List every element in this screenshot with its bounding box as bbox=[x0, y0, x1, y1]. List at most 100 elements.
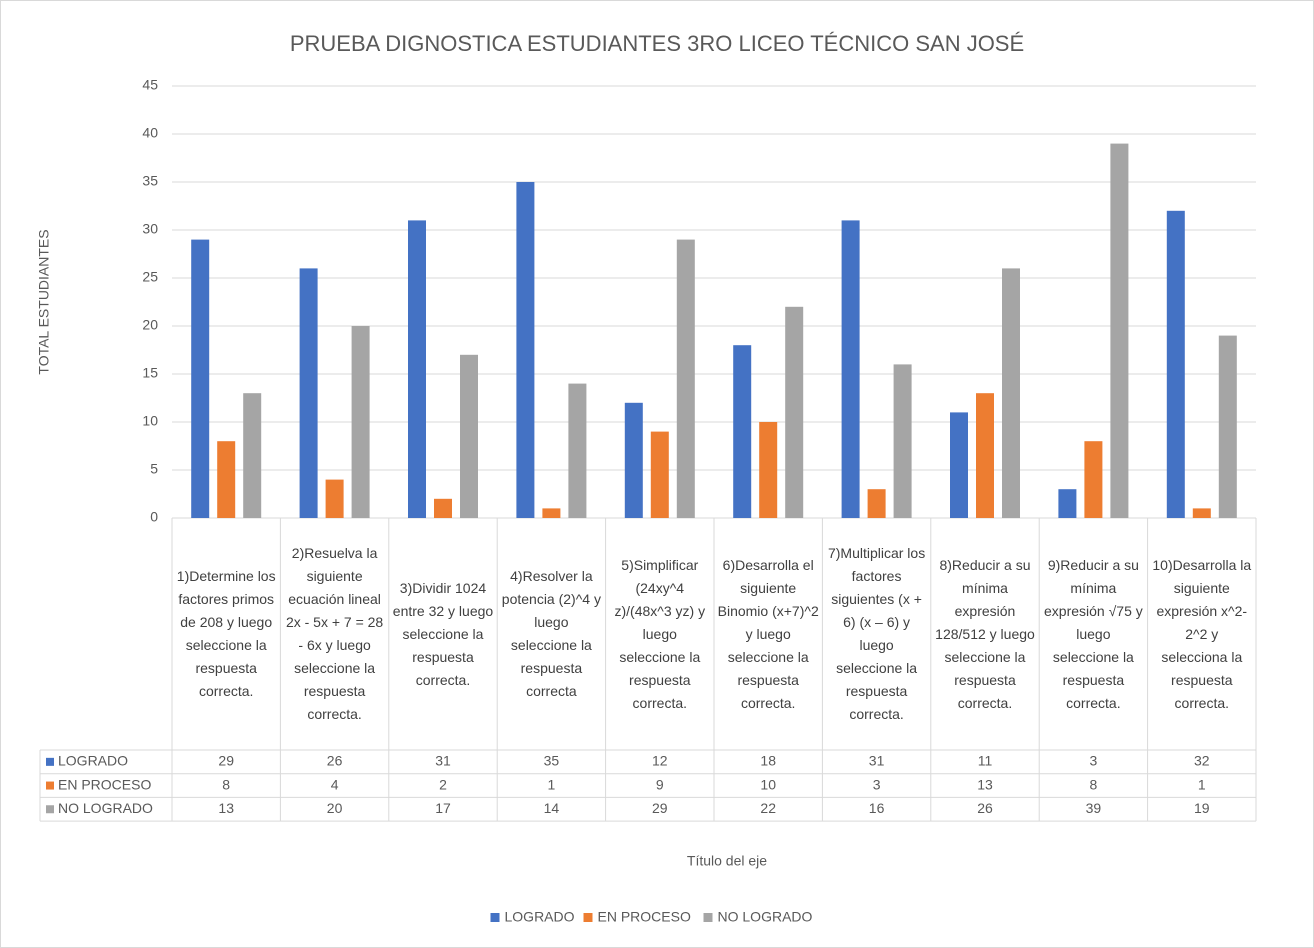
bar bbox=[893, 364, 912, 518]
bar bbox=[191, 239, 210, 518]
x-tick-label: 2)Resuelva la siguiente ecuación lineal … bbox=[285, 545, 384, 722]
table-value: 17 bbox=[435, 800, 451, 816]
table-value: 3 bbox=[1090, 753, 1098, 769]
y-tick-label: 20 bbox=[142, 317, 158, 333]
legend-key bbox=[583, 913, 593, 922]
bar bbox=[785, 306, 804, 518]
x-tick-label-box: 7)Multiplicar los factores siguientes (x… bbox=[827, 545, 926, 722]
table-value: 9 bbox=[656, 776, 664, 792]
table-value: 1 bbox=[548, 776, 556, 792]
x-tick-label-box: 5)Simplificar (24xy^4 z)/(48x^3 yz) y lu… bbox=[614, 556, 706, 711]
table-value: 16 bbox=[869, 800, 885, 816]
y-tick-label: 40 bbox=[142, 125, 158, 141]
table-value: 29 bbox=[652, 800, 668, 816]
bar bbox=[950, 412, 968, 518]
bar bbox=[434, 498, 452, 518]
x-tick-label: 6)Desarrolla el siguiente Binomio (x+7)^… bbox=[717, 556, 819, 711]
table-series-label: LOGRADO bbox=[58, 753, 128, 769]
bar bbox=[1084, 441, 1103, 518]
y-tick-label: 35 bbox=[142, 173, 158, 189]
y-tick-label: 45 bbox=[142, 77, 158, 93]
table-value: 8 bbox=[1090, 776, 1098, 792]
table-value: 13 bbox=[218, 800, 234, 816]
bar bbox=[243, 393, 262, 518]
table-value: 19 bbox=[1194, 800, 1210, 816]
x-tick-label: 9)Reducir a su mínima expresión √75 y lu… bbox=[1044, 556, 1143, 711]
table-value: 22 bbox=[760, 800, 776, 816]
table-value: 31 bbox=[435, 753, 451, 769]
legend-label: EN PROCESO bbox=[598, 909, 691, 925]
y-tick-label: 10 bbox=[142, 413, 158, 429]
bar bbox=[759, 422, 778, 518]
y-tick-label: 15 bbox=[142, 365, 158, 381]
legend-label: LOGRADO bbox=[505, 909, 575, 925]
table-value: 10 bbox=[760, 776, 776, 792]
bar bbox=[408, 220, 426, 518]
bar bbox=[516, 182, 535, 518]
y-tick-label: 25 bbox=[142, 269, 158, 285]
x-tick-label-box: 10)Desarrolla la siguiente expresión x^2… bbox=[1152, 556, 1252, 711]
bar bbox=[1192, 508, 1211, 518]
x-tick-label-box: 6)Desarrolla el siguiente Binomio (x+7)^… bbox=[717, 556, 819, 711]
table-legend-key bbox=[46, 757, 54, 766]
y-axis-title: TOTAL ESTUDIANTES bbox=[36, 229, 52, 374]
table-value: 13 bbox=[977, 776, 993, 792]
x-tick-label-box: 4)Resolver la potencia (2)^4 y luego sel… bbox=[501, 568, 601, 699]
bar bbox=[568, 383, 587, 518]
table-value: 1 bbox=[1198, 776, 1206, 792]
bar bbox=[676, 239, 695, 518]
y-tick-label: 0 bbox=[150, 509, 158, 525]
bar bbox=[460, 354, 478, 518]
table-value: 3 bbox=[873, 776, 881, 792]
x-tick-label: 1)Determine los factores primos de 208 y… bbox=[176, 568, 276, 699]
legend-key bbox=[703, 913, 713, 922]
bar bbox=[650, 431, 669, 518]
bar bbox=[867, 489, 886, 518]
x-tick-label-box: 1)Determine los factores primos de 208 y… bbox=[176, 568, 276, 699]
table-legend-key bbox=[46, 781, 54, 790]
table-legend-key bbox=[46, 805, 54, 814]
table-value: 14 bbox=[544, 800, 560, 816]
y-tick-label: 30 bbox=[142, 221, 158, 237]
x-tick-label: 7)Multiplicar los factores siguientes (x… bbox=[827, 545, 926, 722]
chart-title: PRUEBA DIGNOSTICA ESTUDIANTES 3RO LICEO … bbox=[290, 31, 1024, 56]
bar bbox=[1002, 268, 1020, 518]
bar bbox=[351, 326, 370, 518]
table-value: 2 bbox=[439, 776, 447, 792]
bar bbox=[1218, 335, 1237, 518]
x-tick-label: 8)Reducir a su mínima expresión 128/512 … bbox=[935, 556, 1035, 711]
bar bbox=[217, 441, 236, 518]
bar bbox=[1058, 489, 1077, 518]
bar bbox=[733, 345, 752, 518]
legend-label: NO LOGRADO bbox=[718, 909, 813, 925]
bar bbox=[325, 479, 344, 518]
x-tick-label-box: 2)Resuelva la siguiente ecuación lineal … bbox=[285, 545, 384, 722]
x-tick-label-box: 9)Reducir a su mínima expresión √75 y lu… bbox=[1044, 556, 1143, 711]
table-value: 29 bbox=[218, 753, 234, 769]
x-tick-label: 10)Desarrolla la siguiente expresión x^2… bbox=[1152, 556, 1252, 711]
x-tick-label: 4)Resolver la potencia (2)^4 y luego sel… bbox=[501, 568, 601, 699]
table-series-label: EN PROCESO bbox=[58, 776, 151, 792]
table-value: 32 bbox=[1194, 753, 1210, 769]
table-value: 12 bbox=[652, 753, 668, 769]
y-tick-label: 5 bbox=[150, 461, 158, 477]
table-value: 26 bbox=[977, 800, 993, 816]
table-series-label: NO LOGRADO bbox=[58, 800, 153, 816]
table-value: 18 bbox=[760, 753, 776, 769]
bar bbox=[841, 220, 860, 518]
x-tick-label: 5)Simplificar (24xy^4 z)/(48x^3 yz) y lu… bbox=[614, 556, 706, 711]
x-tick-label-box: 3)Dividir 1024 entre 32 y luego seleccio… bbox=[393, 580, 493, 688]
table-value: 39 bbox=[1086, 800, 1102, 816]
bar bbox=[542, 508, 561, 518]
table-value: 20 bbox=[327, 800, 343, 816]
x-axis-title: Título del eje bbox=[687, 853, 767, 869]
bar bbox=[299, 268, 318, 518]
table-value: 4 bbox=[331, 776, 339, 792]
legend-key bbox=[490, 913, 500, 922]
bar bbox=[1110, 143, 1129, 518]
table-value: 35 bbox=[544, 753, 560, 769]
table-value: 31 bbox=[869, 753, 885, 769]
table-value: 26 bbox=[327, 753, 343, 769]
